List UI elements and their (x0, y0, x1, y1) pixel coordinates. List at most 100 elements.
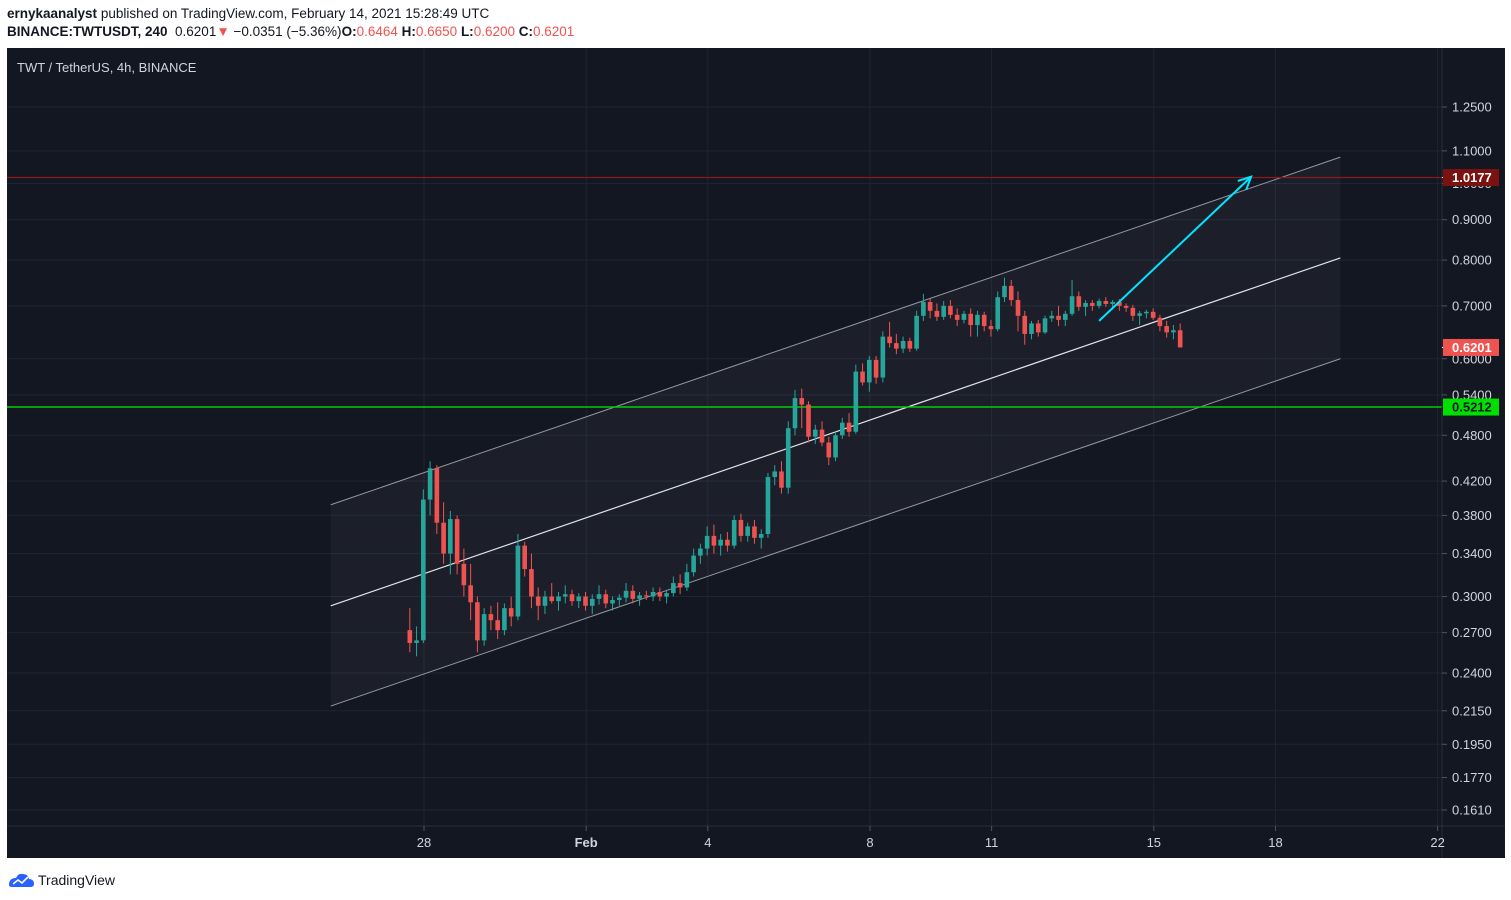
author-name[interactable]: ernykaanalyst (7, 6, 98, 21)
candle-body (427, 468, 433, 500)
support-price-badge[interactable] (1443, 398, 1499, 416)
publish-line: ernykaanalyst published on TradingView.c… (7, 5, 574, 23)
candle-body (873, 359, 879, 378)
candle-body (407, 630, 413, 643)
price-tick-label: 0.4200 (1452, 474, 1492, 489)
last-price: 0.6201 (175, 24, 217, 39)
candle-body (556, 596, 561, 602)
candle-body (1008, 285, 1014, 301)
tradingview-logo-icon[interactable] (7, 871, 35, 889)
candle-body (1130, 307, 1136, 316)
price-tick-label: 0.3000 (1452, 589, 1492, 604)
open-label: O: (341, 24, 357, 39)
candles (407, 277, 1183, 657)
candle-body (880, 336, 886, 378)
price-tick-label: 1.2500 (1452, 100, 1492, 115)
price-tick-label: 0.2150 (1452, 703, 1492, 718)
open-value: 0.6464 (356, 24, 398, 39)
published-text: published on TradingView.com, February 1… (97, 6, 490, 21)
footer-brand[interactable]: TradingView (38, 872, 116, 888)
chart-header: ernykaanalyst published on TradingView.c… (7, 5, 574, 41)
candle-body (819, 429, 825, 443)
candle-body (434, 468, 440, 523)
candle-body (691, 555, 696, 573)
candle-body (1083, 302, 1088, 307)
ohlc-line: BINANCE:TWTUSDT, 240 0.6201▼ −0.0351 (−5… (7, 23, 574, 41)
chart-area[interactable]: TWT / TetherUS, 4h, BINANCE 1.2500 1.1000… (7, 48, 1505, 858)
price-tick-label: 0.1610 (1452, 803, 1492, 818)
candle-body (725, 539, 730, 546)
candle-body (1069, 296, 1075, 314)
candle-body (448, 519, 453, 554)
footer: TradingView (7, 870, 115, 890)
price-axis[interactable]: 1.25001.10001.00000.90000.80000.70000.60… (1441, 48, 1499, 858)
price-tick-label: 0.8000 (1452, 253, 1492, 268)
candle-body (1137, 313, 1142, 316)
candle-body (1015, 300, 1021, 316)
candle-body (867, 359, 872, 383)
candle-body (1144, 311, 1149, 314)
channel-lower-line[interactable] (330, 358, 1341, 707)
candle-body (1171, 330, 1176, 333)
candle-body (522, 545, 527, 570)
candle-body (914, 315, 919, 349)
candle-body (752, 526, 757, 538)
candle-body (1062, 313, 1068, 320)
candle-body (623, 590, 629, 598)
candle-body (1022, 315, 1028, 334)
candle-body (515, 545, 521, 617)
candle-body (508, 608, 514, 617)
down-arrow-icon: ▼ (216, 24, 230, 39)
time-tick-label: 11 (985, 835, 999, 850)
candle-body (833, 435, 838, 458)
candle-body (475, 602, 480, 641)
candle-body (758, 533, 764, 538)
candle-body (1150, 311, 1156, 318)
candle-body (671, 583, 676, 594)
projection-arrow[interactable] (1098, 175, 1253, 322)
candle-body (779, 471, 784, 488)
candle-body (704, 535, 710, 549)
candle-body (1029, 323, 1034, 334)
resistance-price-badge[interactable] (1443, 169, 1499, 187)
channel-upper-line[interactable] (330, 156, 1341, 506)
candle-body (948, 305, 953, 315)
candle-body (610, 599, 615, 604)
time-tick-label: 4 (704, 835, 711, 850)
candle-body (765, 477, 771, 534)
candle-body (988, 326, 994, 330)
arrow-shaft[interactable] (1098, 176, 1252, 322)
candle-body (414, 640, 419, 643)
high-label: H: (401, 24, 416, 39)
candle-body (461, 563, 467, 586)
candle-body (1177, 330, 1183, 348)
price-chart[interactable]: TWT / TetherUS, 4h, BINANCE 1.2500 1.1000… (7, 48, 1505, 858)
candle-body (975, 314, 980, 326)
support-price-label: 0.5212 (1452, 400, 1492, 415)
candle-body (596, 594, 602, 599)
time-axis[interactable]: 28 Feb 4 8 11 15 18 22 (7, 825, 1505, 850)
candle-body (1049, 315, 1055, 319)
candle-body (718, 539, 723, 546)
candle-body (900, 340, 906, 349)
close-label: C: (518, 24, 533, 39)
candle-body (981, 314, 987, 327)
candle-body (961, 313, 967, 320)
candle-body (468, 585, 473, 603)
candle-body (1056, 315, 1061, 320)
time-tick-label: 22 (1430, 835, 1444, 850)
candle-body (1002, 285, 1007, 298)
price-tick-label: 0.7000 (1452, 298, 1492, 313)
candle-body (846, 422, 852, 432)
candle-body (745, 526, 750, 536)
candle-body (968, 313, 973, 326)
candle-body (853, 371, 859, 432)
candle-body (792, 398, 798, 429)
candle-body (441, 522, 446, 554)
arrow-head[interactable] (1237, 175, 1253, 191)
time-tick-label: 15 (1147, 835, 1161, 850)
candle-body (1110, 301, 1115, 304)
last-price-badge[interactable] (1443, 338, 1499, 356)
candle-body (785, 428, 791, 488)
candle-body (887, 336, 892, 344)
